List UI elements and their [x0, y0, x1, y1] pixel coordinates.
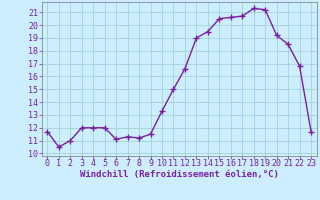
X-axis label: Windchill (Refroidissement éolien,°C): Windchill (Refroidissement éolien,°C)	[80, 170, 279, 179]
